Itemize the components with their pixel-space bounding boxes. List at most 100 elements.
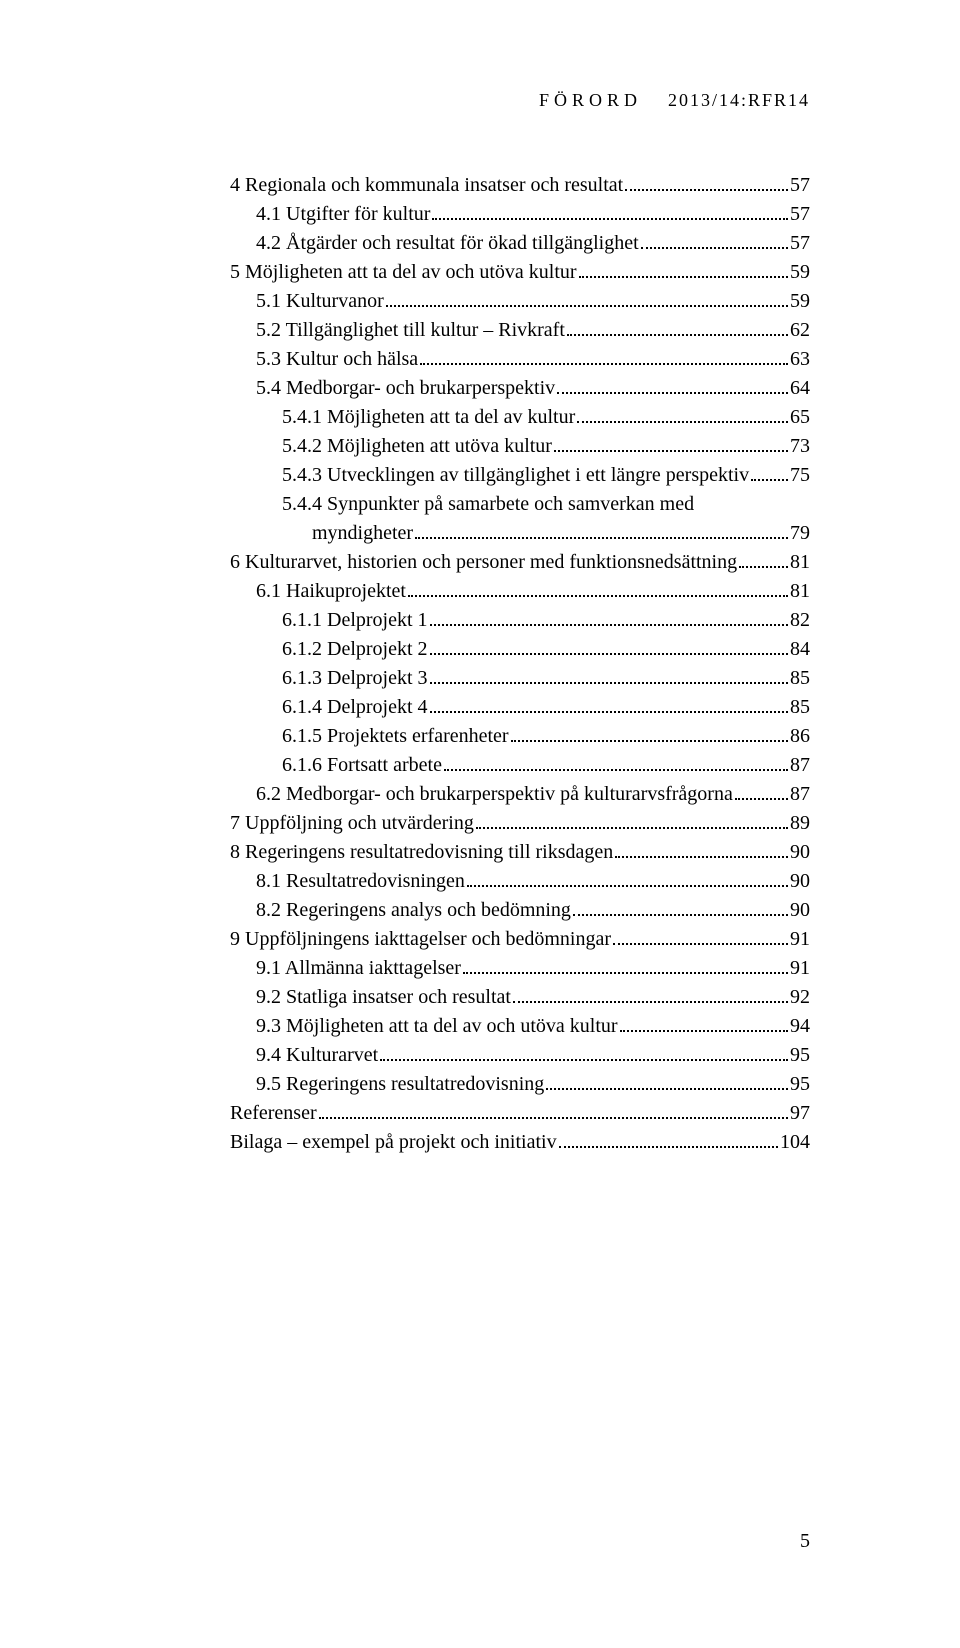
toc-entry: 8.2 Regeringens analys och bedömning90: [230, 896, 810, 925]
toc-entry: Referenser97: [230, 1099, 810, 1128]
toc-entry-text: Bilaga – exempel på projekt och initiati…: [230, 1128, 557, 1157]
toc-leader-dots: [625, 189, 788, 191]
toc-entry-page: 81: [790, 548, 810, 577]
toc-entry-page: 65: [790, 403, 810, 432]
toc-entry-text: 9.2 Statliga insatser och resultat: [256, 983, 511, 1012]
toc-entry-text: 8.2 Regeringens analys och bedömning: [256, 896, 571, 925]
toc-entry: 6.1.5 Projektets erfarenheter86: [230, 722, 810, 751]
toc-entry-page: 95: [790, 1070, 810, 1099]
toc-entry: 9.2 Statliga insatser och resultat 92: [230, 983, 810, 1012]
toc-entry: 5.4.4 Synpunkter på samarbete och samver…: [230, 490, 810, 519]
toc-entry-page: 90: [790, 867, 810, 896]
toc-entry-text: myndigheter: [312, 519, 413, 548]
toc-entry-text: 5.4.2 Möjligheten att utöva kultur: [282, 432, 552, 461]
toc-entry: 6.1.3 Delprojekt 385: [230, 664, 810, 693]
toc-leader-dots: [408, 595, 788, 597]
toc-entry: 5 Möjligheten att ta del av och utöva ku…: [230, 258, 810, 287]
toc-entry-text: 9.1 Allmänna iakttagelser: [256, 954, 461, 983]
toc-leader-dots: [513, 1001, 788, 1003]
toc-entry: 4.1 Utgifter för kultur57: [230, 200, 810, 229]
toc-entry-page: 87: [790, 751, 810, 780]
toc-entry-page: 57: [790, 229, 810, 258]
toc-leader-dots: [444, 769, 788, 771]
toc-leader-dots: [641, 247, 788, 249]
toc-entry-text: 8 Regeringens resultatredovisning till r…: [230, 838, 613, 867]
toc-entry-text: 5.4 Medborgar- och brukarperspektiv: [256, 374, 555, 403]
toc-leader-dots: [415, 537, 788, 539]
toc-entry-page: 75: [790, 461, 810, 490]
toc-leader-dots: [554, 450, 788, 452]
toc-entry-page: 59: [790, 258, 810, 287]
toc-entry-text: 4 Regionala och kommunala insatser och r…: [230, 171, 623, 200]
toc-entry: 6 Kulturarvet, historien och personer me…: [230, 548, 810, 577]
toc-entry-page: 57: [790, 171, 810, 200]
toc-leader-dots: [577, 421, 788, 423]
toc-entry: 4 Regionala och kommunala insatser och r…: [230, 171, 810, 200]
toc-leader-dots: [430, 711, 788, 713]
toc-entry: 6.1.4 Delprojekt 4 85: [230, 693, 810, 722]
toc-entry: myndigheter79: [230, 519, 810, 548]
toc-entry: 7 Uppföljning och utvärdering89: [230, 809, 810, 838]
toc-entry-text: 9.3 Möjligheten att ta del av och utöva …: [256, 1012, 618, 1041]
toc-entry-text: 9.5 Regeringens resultatredovisning: [256, 1070, 544, 1099]
toc-leader-dots: [476, 827, 788, 829]
toc-entry-page: 64: [790, 374, 810, 403]
toc-entry: 6.2 Medborgar- och brukarperspektiv på k…: [230, 780, 810, 809]
toc-entry-text: 6.1.4 Delprojekt 4: [282, 693, 428, 722]
toc-entry: 5.2 Tillgänglighet till kultur – Rivkraf…: [230, 316, 810, 345]
toc-entry-text: 6.2 Medborgar- och brukarperspektiv på k…: [256, 780, 733, 809]
toc-entry-text: 4.2 Åtgärder och resultat för ökad tillg…: [256, 229, 639, 258]
toc-entry-page: 86: [790, 722, 810, 751]
toc-entry-page: 91: [790, 925, 810, 954]
toc-entry-page: 62: [790, 316, 810, 345]
toc-entry-text: 5.1 Kulturvanor: [256, 287, 384, 316]
toc-entry-text: Referenser: [230, 1099, 317, 1128]
toc-entry-text: 9 Uppföljningens iakttagelser och bedömn…: [230, 925, 611, 954]
toc-entry-page: 91: [790, 954, 810, 983]
toc-entry-text: 5.4.1 Möjligheten att ta del av kultur: [282, 403, 575, 432]
toc-leader-dots: [386, 305, 788, 307]
toc-entry-text: 8.1 Resultatredovisningen: [256, 867, 465, 896]
toc-leader-dots: [751, 479, 788, 481]
toc-entry-page: 92: [790, 983, 810, 1012]
toc-entry-page: 94: [790, 1012, 810, 1041]
toc-entry: 9.3 Möjligheten att ta del av och utöva …: [230, 1012, 810, 1041]
toc-entry-page: 73: [790, 432, 810, 461]
toc-leader-dots: [463, 972, 788, 974]
toc-entry-text: 6.1 Haikuprojektet: [256, 577, 406, 606]
toc-entry-text: 9.4 Kulturarvet: [256, 1041, 378, 1070]
toc-entry-page: 84: [790, 635, 810, 664]
toc-leader-dots: [430, 682, 788, 684]
toc-leader-dots: [615, 856, 788, 858]
toc-entry-text: 6.1.3 Delprojekt 3: [282, 664, 428, 693]
toc-entry-text: 5.4.4 Synpunkter på samarbete och samver…: [282, 490, 694, 519]
toc-entry-page: 90: [790, 838, 810, 867]
toc-leader-dots: [739, 566, 788, 568]
toc-entry: 8.1 Resultatredovisningen 90: [230, 867, 810, 896]
header-label: FÖRORD: [539, 90, 642, 110]
toc-entry: 5.3 Kultur och hälsa63: [230, 345, 810, 374]
toc-entry-text: 5.3 Kultur och hälsa: [256, 345, 418, 374]
toc-leader-dots: [511, 740, 788, 742]
toc-leader-dots: [567, 334, 788, 336]
toc-entry-text: 5.2 Tillgänglighet till kultur – Rivkraf…: [256, 316, 565, 345]
running-header: FÖRORD 2013/14:RFR14: [230, 90, 810, 111]
toc-leader-dots: [430, 624, 788, 626]
toc-entry-text: 5.4.3 Utvecklingen av tillgänglighet i e…: [282, 461, 749, 490]
toc-entry-page: 59: [790, 287, 810, 316]
toc-entry: 5.4.1 Möjligheten att ta del av kultur 65: [230, 403, 810, 432]
toc-leader-dots: [557, 392, 788, 394]
toc-entry-text: 6 Kulturarvet, historien och personer me…: [230, 548, 737, 577]
toc-entry-text: 6.1.1 Delprojekt 1: [282, 606, 428, 635]
toc-entry: 5.1 Kulturvanor 59: [230, 287, 810, 316]
toc-entry-page: 95: [790, 1041, 810, 1070]
toc-entry-page: 85: [790, 693, 810, 722]
toc-entry: 9.4 Kulturarvet 95: [230, 1041, 810, 1070]
toc-leader-dots: [579, 276, 788, 278]
toc-entry: 5.4.2 Möjligheten att utöva kultur 73: [230, 432, 810, 461]
toc-leader-dots: [546, 1088, 788, 1090]
toc-entry: 8 Regeringens resultatredovisning till r…: [230, 838, 810, 867]
toc-entry: 9 Uppföljningens iakttagelser och bedömn…: [230, 925, 810, 954]
toc-entry: 6.1.1 Delprojekt 182: [230, 606, 810, 635]
toc-entry-text: 4.1 Utgifter för kultur: [256, 200, 430, 229]
